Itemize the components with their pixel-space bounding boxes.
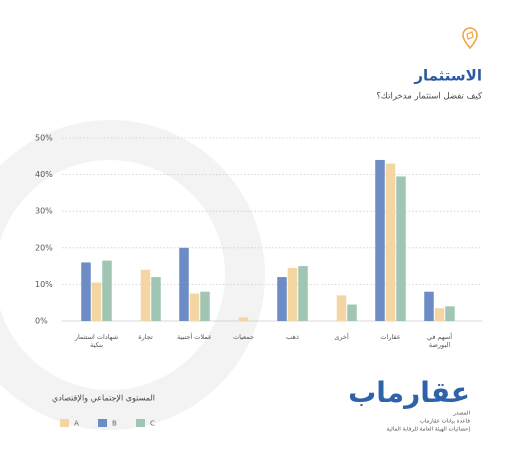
y-tick-label: 50%	[35, 134, 53, 143]
bar	[81, 262, 91, 321]
bar	[287, 267, 298, 321]
bar	[375, 159, 385, 321]
source-line: المصدر	[452, 411, 470, 417]
legend-label: B	[112, 420, 117, 428]
bar	[434, 308, 445, 321]
chart-title: الاستثمار	[413, 67, 482, 85]
bar	[298, 266, 308, 321]
legend-title: المستوى الإجتماعي والإقتصادي	[52, 394, 155, 404]
bar	[238, 317, 249, 321]
bar	[151, 277, 161, 321]
bar	[189, 293, 200, 321]
x-tick-label: أسهم في البورصة	[426, 333, 453, 349]
logo-pin	[462, 27, 478, 50]
x-tick-label: ذهب	[286, 333, 299, 341]
bar	[91, 282, 102, 321]
y-tick-label: 0%	[35, 317, 48, 326]
x-tick-label: عقارات	[380, 333, 401, 341]
bar	[102, 260, 112, 321]
x-tick-label: عملات أجنبية	[177, 333, 212, 341]
chart-subtitle: كيف تفضل استثمار مدخراتك؟	[376, 92, 483, 102]
x-tick-label: جمعيات	[233, 333, 254, 341]
bar	[179, 247, 189, 321]
y-tick-label: 30%	[35, 207, 53, 216]
legend-swatch	[98, 419, 107, 427]
bar	[347, 304, 357, 321]
bar	[200, 291, 210, 321]
legend-label: C	[150, 420, 155, 428]
source-line: قاعدة بيانات عقارماب	[420, 419, 471, 425]
x-tick-label: تجارة	[138, 333, 153, 341]
brand: عقارماب	[348, 376, 470, 409]
y-tick-label: 10%	[35, 280, 53, 289]
source-line: إحصائيات الهيئة العامة للرقابة المالية	[386, 427, 470, 433]
legend-label: A	[74, 420, 79, 428]
legend-swatch	[60, 419, 69, 427]
bar	[277, 277, 287, 321]
x-tick-label: شهادات استثمار بنكية	[74, 333, 119, 349]
bar	[396, 176, 406, 321]
bar	[445, 306, 455, 321]
bar	[140, 269, 151, 321]
legend-swatch	[136, 419, 145, 427]
x-tick-label: أخرى	[334, 333, 349, 341]
y-tick-label: 40%	[35, 170, 53, 179]
background-shape	[0, 120, 265, 430]
bar	[424, 291, 434, 321]
y-tick-label: 20%	[35, 243, 53, 252]
bar	[336, 295, 347, 321]
bar	[385, 163, 396, 321]
